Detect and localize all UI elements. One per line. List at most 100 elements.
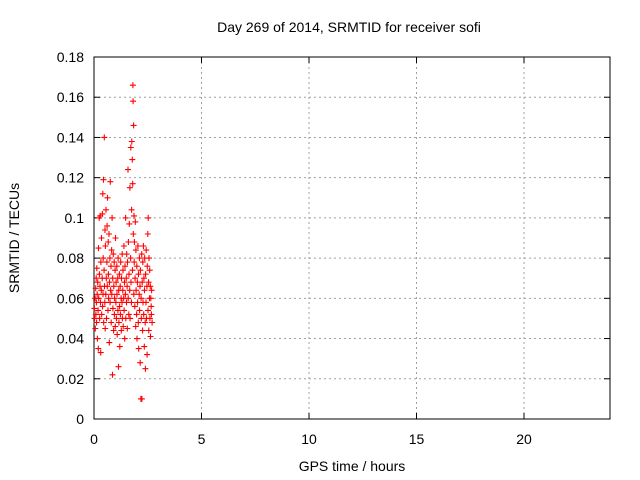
data-point	[103, 206, 109, 213]
data-point	[93, 265, 100, 272]
data-point	[120, 267, 126, 274]
data-point	[128, 206, 135, 213]
data-point	[128, 279, 134, 286]
data-point	[139, 259, 146, 266]
data-point	[133, 287, 140, 294]
data-point	[131, 239, 138, 245]
plot-frame	[93, 56, 611, 420]
data-point	[119, 287, 126, 294]
data-point	[113, 279, 120, 286]
y-axis-label: SRMTID / TECUs	[6, 183, 22, 293]
data-point	[124, 283, 131, 290]
y-tick-label: 0.16	[57, 89, 84, 105]
data-point	[126, 271, 132, 278]
data-point	[108, 291, 115, 298]
data-point	[145, 307, 151, 314]
data-point	[104, 283, 111, 290]
data-point	[116, 271, 123, 278]
y-tick-label: 0.1	[65, 210, 85, 226]
data-point	[146, 255, 152, 262]
data-point	[121, 307, 128, 314]
data-point	[148, 303, 155, 310]
data-point	[131, 212, 137, 219]
data-point	[133, 263, 140, 270]
data-point	[101, 134, 108, 141]
data-point	[112, 323, 119, 330]
data-point	[125, 239, 132, 245]
data-point	[142, 271, 149, 278]
data-point	[103, 275, 110, 282]
data-point	[103, 259, 110, 266]
x-tick-label: 0	[90, 431, 98, 447]
data-point	[114, 291, 120, 298]
data-point	[113, 315, 120, 322]
data-point	[109, 371, 116, 378]
y-tick-label: 0.12	[57, 170, 84, 186]
data-point	[91, 305, 98, 312]
data-point	[132, 247, 139, 254]
data-point	[99, 303, 106, 310]
data-point	[94, 291, 101, 298]
data-point	[145, 327, 152, 334]
data-point	[104, 194, 111, 201]
data-point	[102, 243, 109, 249]
data-point	[106, 255, 113, 262]
data-point	[106, 279, 113, 286]
data-point	[122, 214, 129, 221]
data-point	[136, 291, 143, 298]
data-point	[108, 247, 115, 254]
data-point	[125, 311, 132, 318]
data-point	[134, 299, 141, 306]
data-point	[135, 271, 142, 278]
data-point	[100, 255, 107, 262]
data-point	[98, 235, 105, 241]
data-point	[143, 247, 150, 254]
data-point	[146, 267, 153, 274]
data-point	[105, 271, 112, 278]
data-point	[128, 138, 135, 145]
data-point	[102, 291, 109, 298]
data-point	[125, 295, 132, 302]
data-point	[104, 222, 111, 229]
data-point	[129, 267, 136, 274]
data-point	[101, 267, 108, 274]
data-point	[126, 287, 133, 294]
data-point	[122, 263, 128, 270]
data-point	[107, 178, 114, 185]
data-point	[124, 325, 131, 332]
data-point	[110, 251, 117, 258]
data-point	[130, 98, 137, 105]
data-point	[92, 311, 99, 318]
data-point	[136, 307, 143, 314]
data-point	[129, 82, 136, 89]
data-point	[113, 263, 120, 270]
y-tick-label: 0.04	[57, 331, 84, 347]
data-point	[111, 311, 118, 318]
data-point	[111, 295, 118, 302]
data-point	[93, 319, 100, 326]
data-point	[114, 307, 121, 314]
data-point	[121, 279, 128, 286]
data-point	[138, 395, 145, 402]
data-point	[105, 239, 112, 245]
data-point	[137, 359, 144, 366]
data-point	[115, 363, 122, 370]
data-point	[148, 311, 155, 318]
data-point	[97, 349, 104, 356]
data-point	[112, 235, 119, 241]
data-point	[109, 305, 116, 312]
data-point	[147, 295, 154, 302]
data-point	[108, 319, 115, 326]
data-point	[117, 283, 124, 290]
data-point	[112, 267, 119, 274]
data-point	[99, 210, 106, 217]
data-point	[120, 243, 127, 249]
data-point	[140, 311, 147, 318]
data-point	[135, 345, 142, 352]
data-point	[134, 243, 141, 249]
data-point	[146, 315, 153, 322]
data-point	[131, 259, 138, 266]
data-point	[98, 311, 105, 318]
data-point	[117, 311, 124, 318]
data-point	[114, 331, 121, 338]
